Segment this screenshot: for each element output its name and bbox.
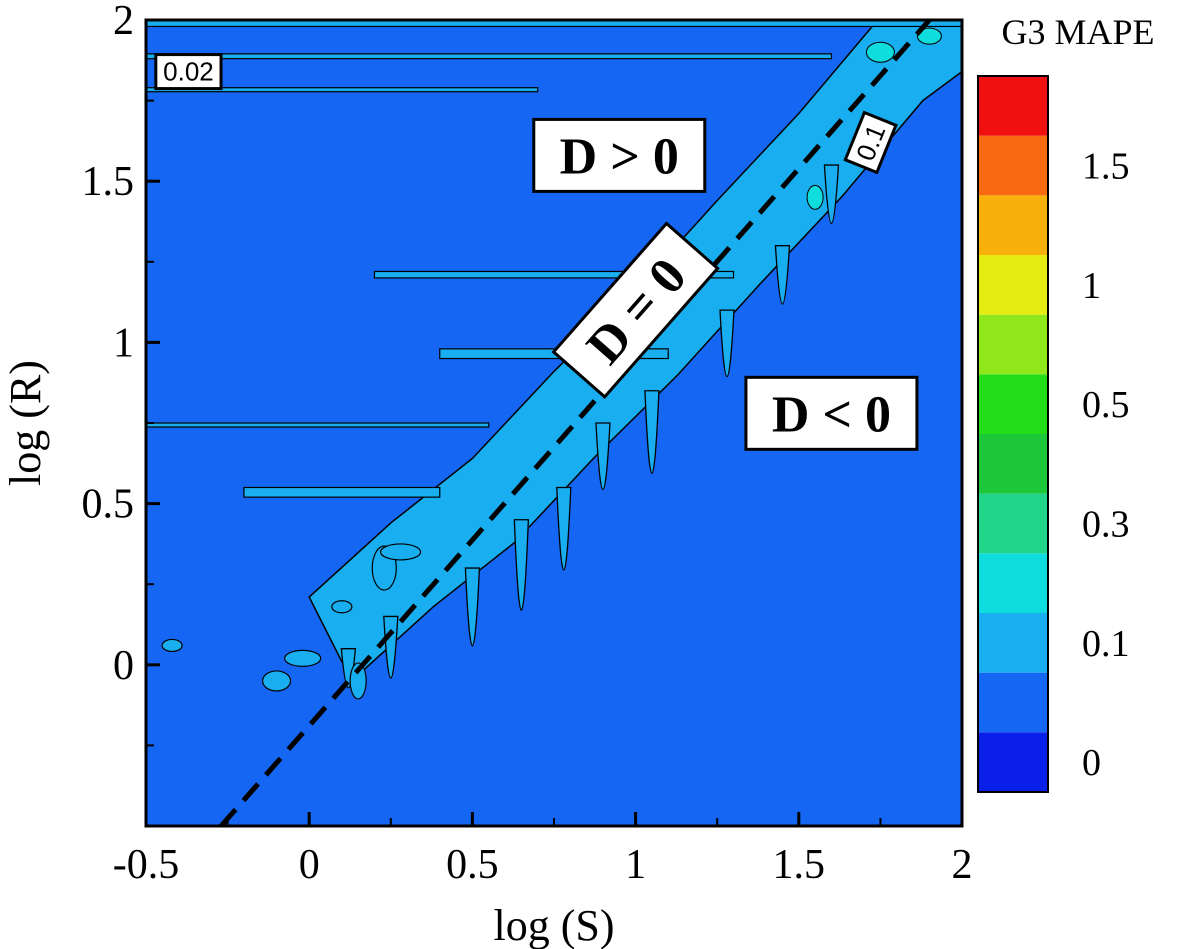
colorbar-swatches [977, 75, 1049, 793]
high-error-patch [865, 41, 895, 63]
error-streak [146, 87, 539, 93]
colorbar-swatch [978, 613, 1048, 673]
x-tick-label: -0.5 [113, 842, 180, 888]
x-axis: -0.5 0 0.5 1 1.5 2 [113, 812, 973, 888]
colorbar-frame [977, 75, 1049, 793]
error-spike [644, 390, 660, 474]
error-streak [146, 422, 490, 428]
colorbar-tick-label: 0.3 [1082, 504, 1130, 546]
high-error-patch [806, 184, 824, 210]
x-tick-label: 0.5 [446, 842, 499, 888]
y-tick-label: 0.5 [82, 482, 135, 528]
colorbar: G3 MAPE 0 0.1 0.3 0.5 1 1.5 [977, 12, 1155, 793]
colorbar-swatch [978, 553, 1048, 613]
error-blob [349, 662, 367, 700]
error-streak [146, 53, 833, 60]
x-tick-label: 2 [952, 842, 973, 888]
contour-label-0-box [154, 53, 223, 91]
error-spike [774, 245, 791, 305]
y-axis-label: log (R) [1, 360, 50, 486]
colorbar-swatch [978, 135, 1048, 196]
colorbar-tick-label: 1 [1082, 265, 1101, 307]
region-label-d-positive-text: D > 0 [560, 129, 679, 186]
colorbar-ticks: 0 0.1 0.3 0.5 1 1.5 [1082, 146, 1130, 785]
error-streak [146, 20, 962, 28]
contour-labels: 0.02 0.1 [154, 53, 898, 175]
contour-label-1-box [843, 110, 898, 175]
error-spike [513, 519, 530, 611]
y-tick-label: 1.5 [82, 159, 135, 205]
colorbar-swatch [978, 732, 1048, 792]
region-label-d-positive: D > 0 [532, 117, 707, 193]
error-spike [719, 309, 735, 378]
error-streak [243, 486, 441, 498]
colorbar-swatch [978, 76, 1048, 136]
x-tick-label: 0 [299, 842, 320, 888]
x-tick-label: 1.5 [773, 842, 826, 888]
colorbar-swatch [978, 434, 1048, 494]
x-tick-label: 1 [625, 842, 646, 888]
colorbar-tick-label: 0.5 [1082, 384, 1130, 426]
contour-label-0-text: 0.02 [163, 57, 214, 87]
d-zero-boundary-line [219, 18, 932, 828]
y-tick-label: 2 [113, 0, 134, 44]
error-spike [556, 486, 572, 571]
region-labels: D > 0D < 0D = 0 [532, 117, 919, 451]
colorbar-swatch [978, 255, 1048, 315]
region-label-d-negative-box [744, 375, 919, 451]
error-blob [284, 649, 322, 667]
colorbar-tick-label: 0 [1082, 742, 1101, 784]
y-tick-label: 1 [113, 320, 134, 366]
error-streak [373, 270, 735, 279]
high-error-patch [916, 27, 942, 45]
contour-label-1: 0.1 [843, 110, 898, 175]
y-axis: 0 0.5 1 1.5 2 [82, 0, 160, 747]
colorbar-tick-label: 0.1 [1082, 623, 1130, 665]
error-blob [161, 638, 183, 653]
region-label-d-negative: D < 0 [744, 375, 919, 451]
colorbar-title: G3 MAPE [1001, 12, 1154, 52]
colorbar-tick-label: 1.5 [1082, 146, 1130, 188]
error-spike [464, 567, 481, 647]
region-label-d-negative-text: D < 0 [772, 387, 891, 444]
error-blob [331, 600, 353, 614]
error-blob [261, 670, 292, 692]
colorbar-swatch [978, 374, 1048, 434]
error-spike [383, 615, 399, 679]
x-axis-label: log (S) [494, 901, 615, 949]
region-label-d-zero-box [551, 221, 720, 399]
colorbar-swatch [978, 493, 1048, 554]
error-spike [823, 164, 840, 224]
y-tick-label: 0 [113, 643, 134, 689]
region-label-d-positive-box [532, 117, 707, 193]
contour-label-0: 0.02 [154, 53, 223, 91]
colorbar-swatch [978, 314, 1048, 375]
colorbar-swatch [978, 672, 1048, 733]
colorbar-swatch [978, 195, 1048, 255]
error-blob [379, 543, 422, 561]
error-spike [595, 422, 611, 491]
